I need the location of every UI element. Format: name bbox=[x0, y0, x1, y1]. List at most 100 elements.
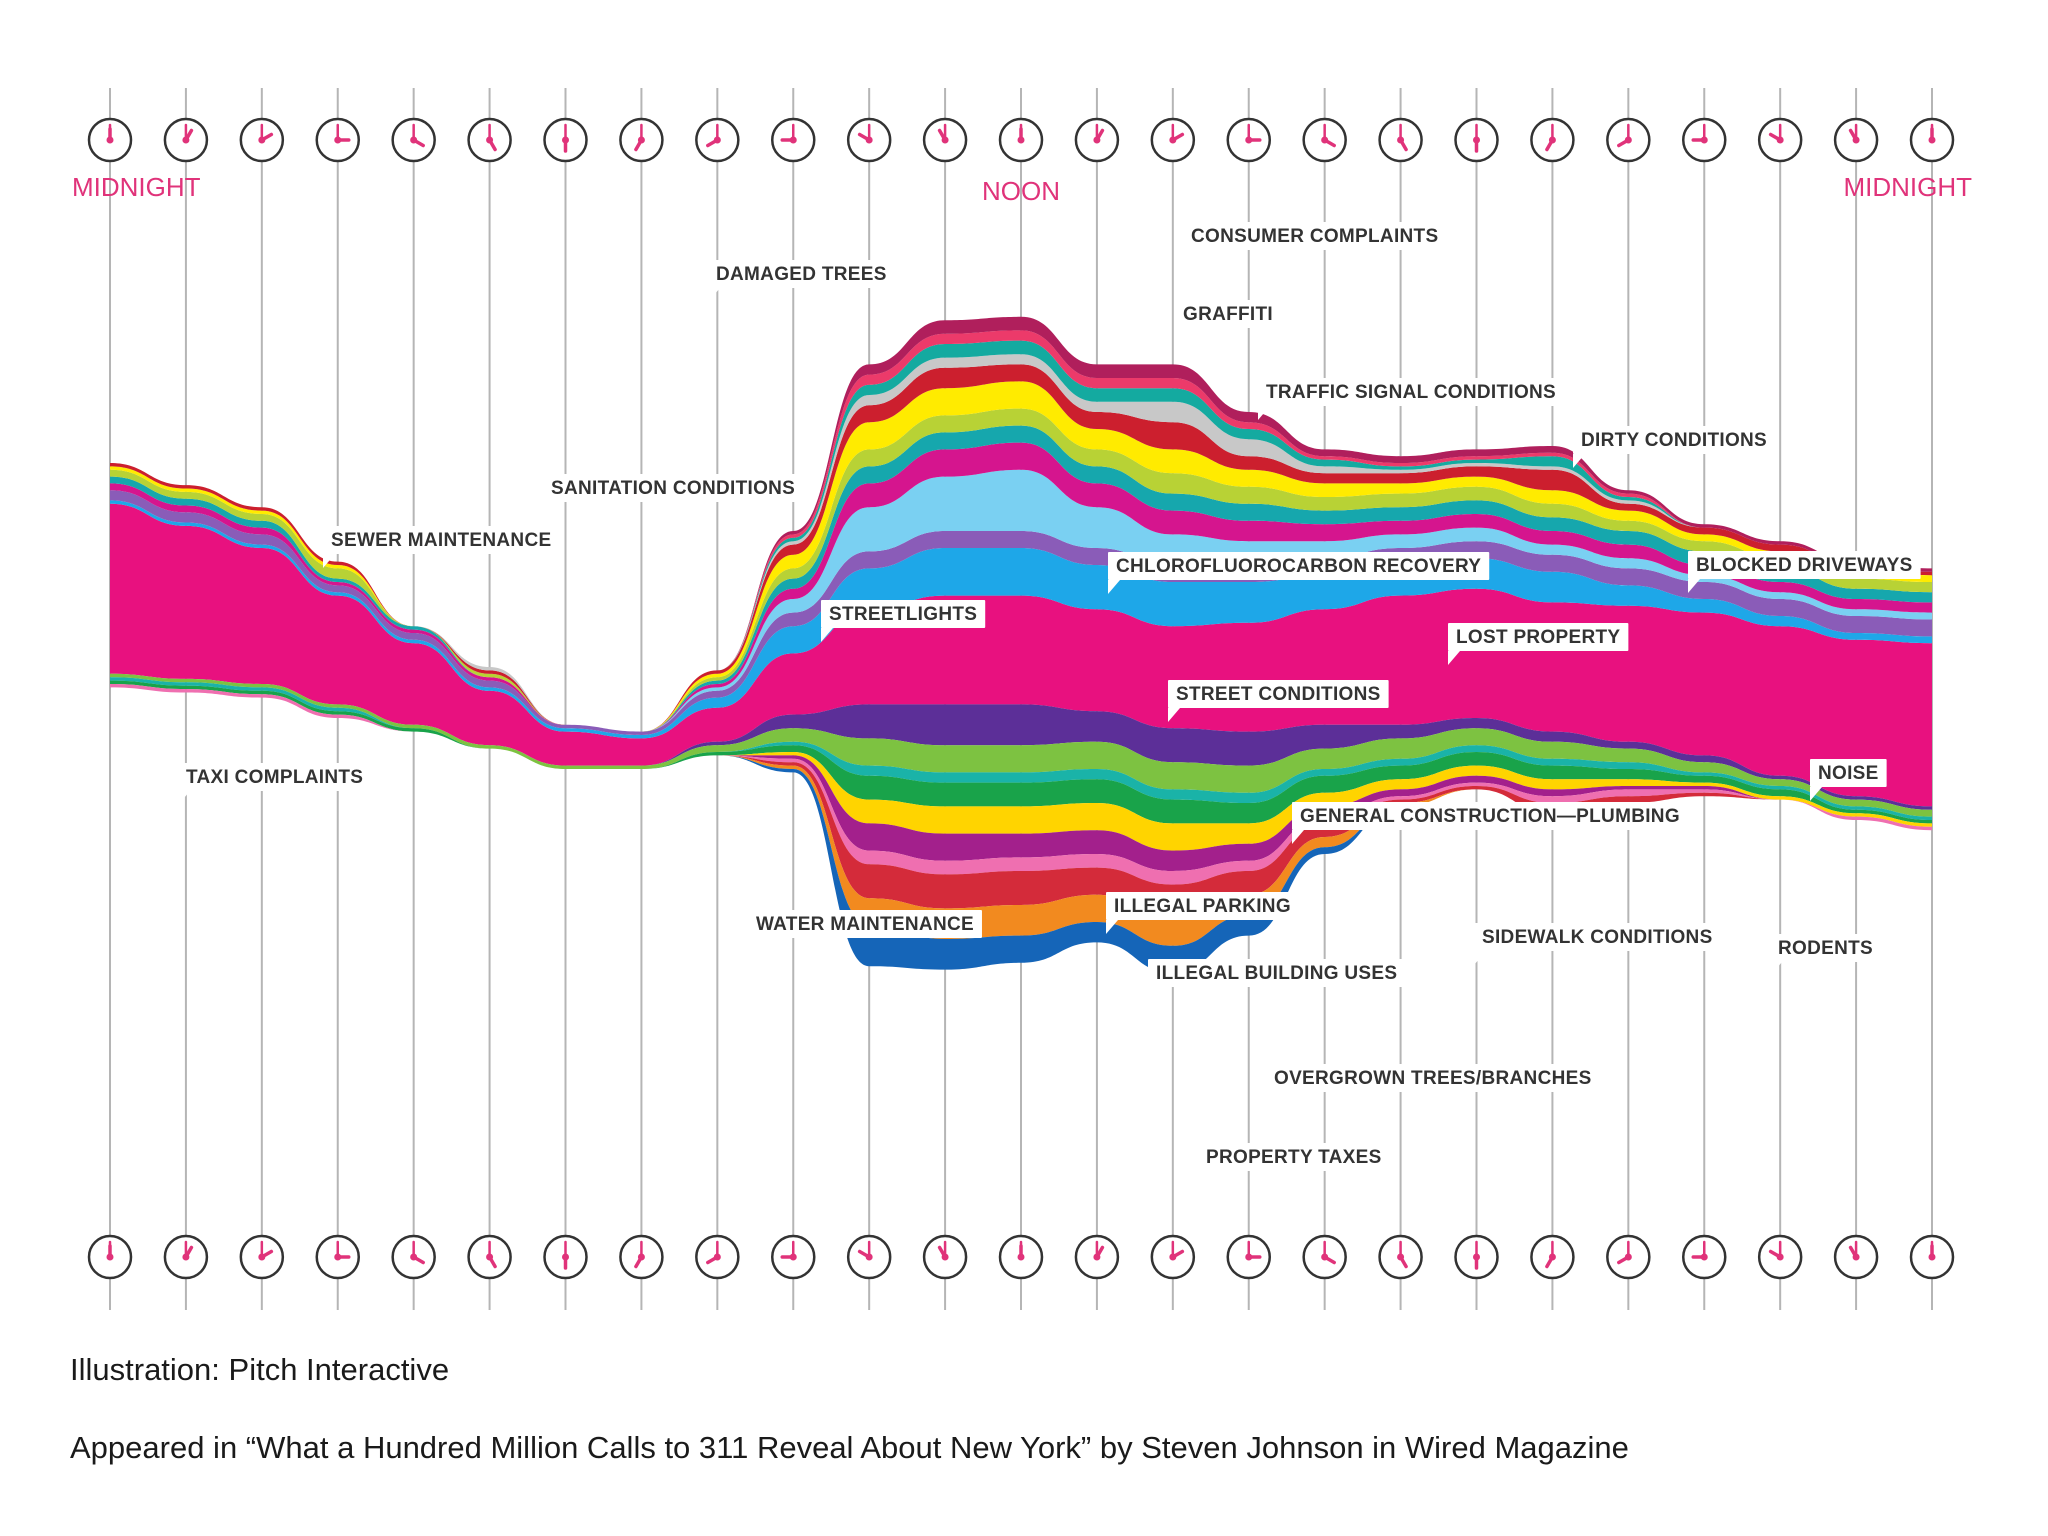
stream-chlorofluorocarbon-recovery bbox=[110, 442, 1932, 732]
stream-streetlights bbox=[110, 469, 1932, 732]
top-clock-7 bbox=[619, 117, 664, 163]
stream-illegal-building-uses bbox=[110, 684, 1932, 851]
stream-layers bbox=[110, 316, 1932, 973]
bottom-clock-12 bbox=[998, 1234, 1044, 1280]
stream-label-15: WATER MAINTENANCE bbox=[748, 910, 982, 952]
bottom-clock-2 bbox=[239, 1234, 285, 1280]
bottom-clock-16 bbox=[1302, 1234, 1347, 1280]
top-clock-20 bbox=[1606, 117, 1651, 163]
svg-text:SIDEWALK CONDITIONS: SIDEWALK CONDITIONS bbox=[1482, 927, 1713, 948]
bottom-clock-11 bbox=[922, 1234, 968, 1280]
bottom-clock-1 bbox=[163, 1234, 209, 1280]
top-clock-0 bbox=[87, 117, 133, 163]
source-caption: Appeared in “What a Hundred Million Call… bbox=[70, 1430, 1629, 1465]
top-clock-3 bbox=[315, 117, 360, 163]
top-clock-16 bbox=[1302, 117, 1347, 163]
top-clock-8 bbox=[695, 117, 740, 163]
bottom-clock-3 bbox=[315, 1234, 360, 1280]
stream-label-18: SIDEWALK CONDITIONS bbox=[1474, 923, 1721, 965]
illustration-credit: Illustration: Pitch Interactive bbox=[70, 1352, 450, 1387]
svg-text:CONSUMER COMPLAINTS: CONSUMER COMPLAINTS bbox=[1191, 226, 1438, 247]
top-clock-5 bbox=[467, 117, 512, 163]
stream-lost-property bbox=[110, 490, 1932, 735]
svg-text:STREET CONDITIONS: STREET CONDITIONS bbox=[1176, 684, 1381, 705]
svg-text:SEWER MAINTENANCE: SEWER MAINTENANCE bbox=[331, 530, 551, 551]
bottom-clock-24 bbox=[1909, 1234, 1955, 1280]
top-clock-row bbox=[87, 117, 1955, 163]
top-clock-23 bbox=[1833, 117, 1879, 163]
svg-text:NOISE: NOISE bbox=[1818, 763, 1879, 784]
bottom-clock-5 bbox=[467, 1234, 512, 1280]
stream-label-17: ILLEGAL BUILDING USES bbox=[1148, 959, 1406, 1001]
stream-label-1: DAMAGED TREES bbox=[708, 260, 895, 302]
svg-text:GRAFFITI: GRAFFITI bbox=[1183, 304, 1273, 325]
top-clock-4 bbox=[391, 117, 436, 163]
top-clock-18 bbox=[1454, 117, 1499, 163]
stream-label-5: SANITATION CONDITIONS bbox=[543, 474, 804, 516]
stream-label-21: PROPERTY TAXES bbox=[1198, 1143, 1390, 1185]
stream-sewer-maintenance bbox=[110, 408, 1932, 732]
stream-label-11: STREET CONDITIONS bbox=[1168, 680, 1389, 722]
bottom-clock-8 bbox=[695, 1234, 740, 1280]
bottom-clock-10 bbox=[846, 1234, 892, 1280]
top-clock-13 bbox=[1074, 117, 1120, 163]
time-label-2: MIDNIGHT bbox=[1843, 172, 1972, 202]
svg-text:PROPERTY TAXES: PROPERTY TAXES bbox=[1206, 1147, 1382, 1168]
top-clock-6 bbox=[543, 117, 588, 163]
svg-text:BLOCKED DRIVEWAYS: BLOCKED DRIVEWAYS bbox=[1696, 555, 1913, 576]
svg-text:RODENTS: RODENTS bbox=[1778, 938, 1873, 959]
bottom-clock-0 bbox=[87, 1234, 133, 1280]
bottom-clock-9 bbox=[771, 1234, 816, 1280]
top-clock-19 bbox=[1530, 117, 1575, 163]
top-clock-9 bbox=[771, 117, 816, 163]
stream-label-16: ILLEGAL PARKING bbox=[1106, 892, 1299, 934]
svg-text:SANITATION CONDITIONS: SANITATION CONDITIONS bbox=[551, 478, 795, 499]
top-clock-15 bbox=[1226, 117, 1271, 163]
stream-unlabeled-18 bbox=[110, 684, 1932, 871]
stream-label-12: NOISE bbox=[1810, 759, 1887, 801]
top-clock-10 bbox=[846, 117, 892, 163]
bottom-clock-22 bbox=[1757, 1234, 1803, 1280]
time-label-1: NOON bbox=[982, 176, 1060, 206]
stream-illegal-parking bbox=[110, 673, 1932, 810]
svg-text:ILLEGAL BUILDING USES: ILLEGAL BUILDING USES bbox=[1156, 963, 1397, 984]
bottom-clock-7 bbox=[619, 1234, 664, 1280]
stream-label-7: CHLOROFLUOROCARBON RECOVERY bbox=[1108, 552, 1490, 594]
svg-text:STREETLIGHTS: STREETLIGHTS bbox=[829, 604, 977, 625]
svg-text:TAXI COMPLAINTS: TAXI COMPLAINTS bbox=[186, 767, 363, 788]
bottom-clock-13 bbox=[1074, 1234, 1120, 1280]
top-clock-22 bbox=[1757, 117, 1803, 163]
stream-noise bbox=[110, 503, 1932, 807]
stream-label-10: LOST PROPERTY bbox=[1448, 623, 1629, 665]
stream-unlabeled-16 bbox=[110, 680, 1932, 824]
stream-label-4: DIRTY CONDITIONS bbox=[1573, 426, 1776, 468]
bottom-clock-21 bbox=[1682, 1234, 1727, 1280]
svg-text:TRAFFIC SIGNAL CONDITIONS: TRAFFIC SIGNAL CONDITIONS bbox=[1266, 382, 1556, 403]
stream-label-20: OVERGROWN TREES/BRANCHES bbox=[1266, 1064, 1600, 1106]
bottom-clock-17 bbox=[1378, 1234, 1423, 1280]
bottom-clock-18 bbox=[1454, 1234, 1499, 1280]
svg-text:OVERGROWN TREES/BRANCHES: OVERGROWN TREES/BRANCHES bbox=[1274, 1068, 1592, 1089]
bottom-clock-20 bbox=[1606, 1234, 1651, 1280]
stream-blocked-driveways bbox=[110, 425, 1932, 732]
time-labels: MIDNIGHT NOON MIDNIGHT bbox=[72, 172, 1972, 206]
bottom-clock-4 bbox=[391, 1234, 436, 1280]
top-clock-2 bbox=[239, 117, 285, 163]
time-label-0: MIDNIGHT bbox=[72, 172, 201, 202]
stream-label-3: TRAFFIC SIGNAL CONDITIONS bbox=[1258, 378, 1565, 420]
bottom-clock-15 bbox=[1226, 1234, 1271, 1280]
top-clock-1 bbox=[163, 117, 209, 163]
bottom-clock-19 bbox=[1530, 1234, 1575, 1280]
stream-label-13: TAXI COMPLAINTS bbox=[178, 763, 372, 805]
stream-label-14: GENERAL CONSTRUCTION—PLUMBING bbox=[1292, 802, 1688, 844]
stream-labels: CONSUMER COMPLAINTS DAMAGED TREES GRAFFITI… bbox=[178, 222, 1921, 1185]
svg-text:GENERAL CONSTRUCTION—PLUMBING: GENERAL CONSTRUCTION—PLUMBING bbox=[1300, 806, 1680, 827]
bottom-clock-14 bbox=[1150, 1234, 1196, 1280]
stream-label-2: GRAFFITI bbox=[1175, 300, 1281, 342]
svg-text:LOST PROPERTY: LOST PROPERTY bbox=[1456, 627, 1620, 648]
svg-text:CHLOROFLUOROCARBON RECOVERY: CHLOROFLUOROCARBON RECOVERY bbox=[1116, 556, 1481, 577]
top-clock-21 bbox=[1682, 117, 1727, 163]
bottom-clock-row bbox=[87, 1234, 1955, 1280]
stream-label-0: CONSUMER COMPLAINTS bbox=[1183, 222, 1447, 264]
